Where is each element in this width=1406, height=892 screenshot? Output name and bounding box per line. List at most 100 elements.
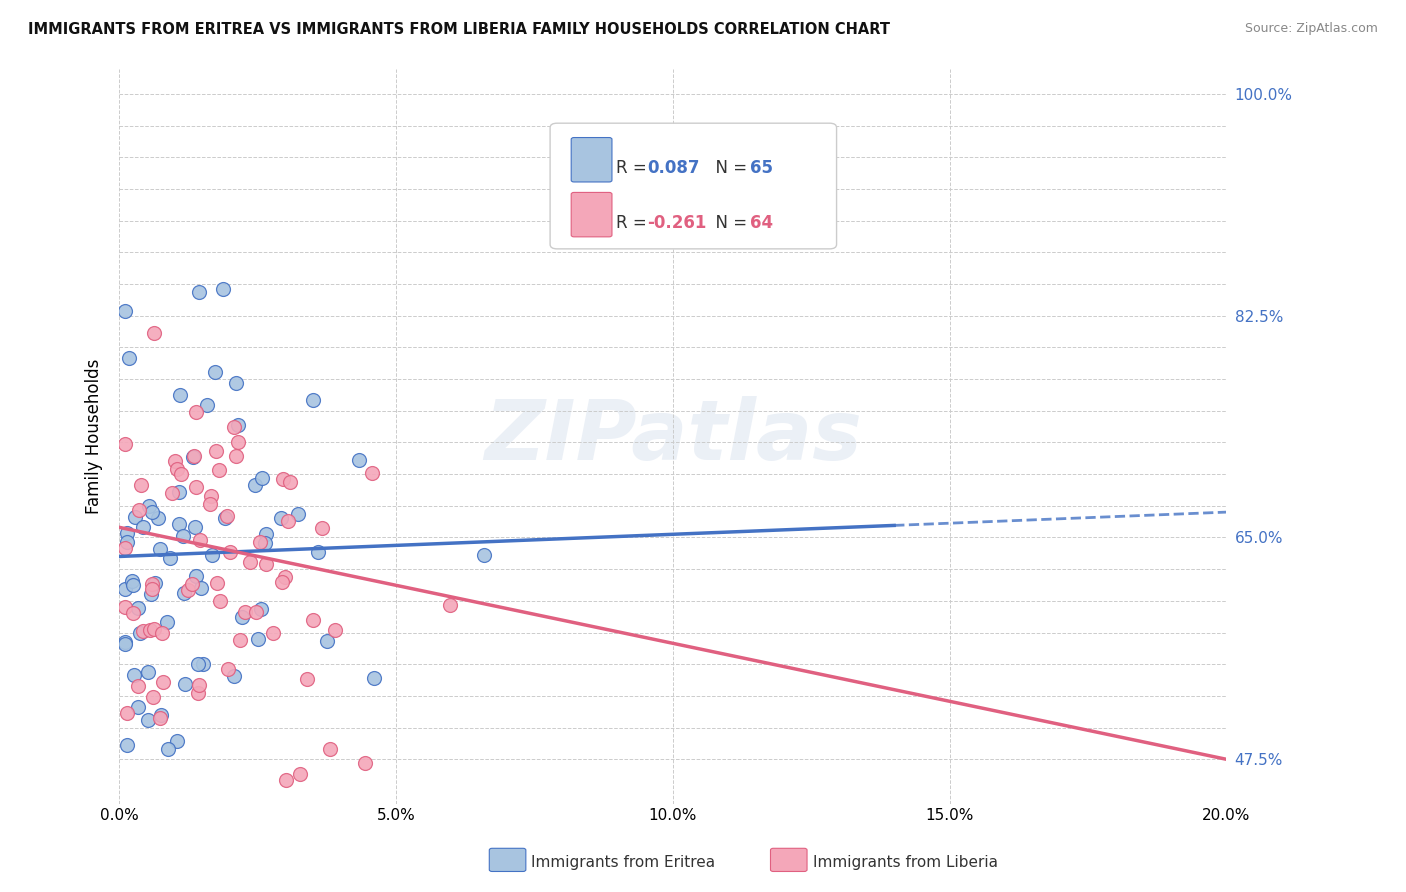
- Point: [354, 756, 377, 770]
- Point: [183, 449, 205, 463]
- Point: [198, 497, 221, 511]
- Point: [152, 675, 174, 690]
- Point: [184, 569, 207, 583]
- Point: [225, 376, 247, 391]
- Point: [229, 632, 252, 647]
- Point: [169, 388, 191, 402]
- Point: [176, 583, 198, 598]
- Text: IMMIGRANTS FROM ERITREA VS IMMIGRANTS FROM LIBERIA FAMILY HOUSEHOLDS CORRELATION: IMMIGRANTS FROM ERITREA VS IMMIGRANTS FR…: [28, 22, 890, 37]
- Point: [472, 548, 495, 562]
- Point: [142, 622, 165, 636]
- Point: [132, 520, 155, 534]
- Point: [207, 463, 229, 477]
- Point: [276, 772, 298, 787]
- Point: [204, 365, 226, 379]
- Point: [141, 582, 163, 596]
- Point: [114, 637, 136, 651]
- Point: [115, 738, 138, 752]
- Text: N =: N =: [704, 214, 752, 232]
- Point: [127, 679, 149, 693]
- Point: [129, 626, 152, 640]
- Point: [148, 542, 170, 557]
- Point: [114, 599, 136, 614]
- Point: [250, 601, 273, 615]
- Point: [222, 669, 245, 683]
- Point: [143, 326, 166, 340]
- Point: [254, 526, 277, 541]
- Point: [169, 467, 191, 481]
- Point: [311, 520, 333, 534]
- Text: R =: R =: [616, 159, 652, 177]
- Point: [277, 514, 299, 528]
- Text: 64: 64: [749, 214, 773, 232]
- Text: Source: ZipAtlas.com: Source: ZipAtlas.com: [1244, 22, 1378, 36]
- Point: [249, 535, 271, 549]
- Point: [205, 443, 228, 458]
- Point: [114, 437, 136, 451]
- Point: [301, 393, 323, 408]
- Point: [215, 509, 238, 524]
- Point: [188, 285, 211, 299]
- Point: [288, 767, 311, 781]
- Point: [318, 742, 340, 756]
- Point: [270, 511, 292, 525]
- Point: [150, 626, 173, 640]
- Text: N =: N =: [704, 159, 752, 177]
- Point: [186, 480, 208, 494]
- Text: -0.261: -0.261: [647, 214, 706, 232]
- Point: [287, 507, 309, 521]
- Point: [278, 475, 301, 489]
- Point: [262, 626, 284, 640]
- Point: [247, 632, 270, 646]
- Point: [114, 634, 136, 648]
- Point: [115, 525, 138, 540]
- Point: [271, 575, 294, 590]
- Point: [132, 624, 155, 638]
- Point: [159, 550, 181, 565]
- Text: ZIPatlas: ZIPatlas: [484, 395, 862, 476]
- Point: [173, 586, 195, 600]
- Point: [231, 610, 253, 624]
- Point: [200, 489, 222, 503]
- Point: [347, 452, 370, 467]
- Point: [190, 581, 212, 595]
- Point: [141, 577, 163, 591]
- Point: [167, 516, 190, 531]
- Point: [301, 613, 323, 627]
- Point: [118, 351, 141, 366]
- Point: [360, 466, 382, 480]
- Point: [245, 605, 267, 619]
- Point: [180, 577, 202, 591]
- Text: R =: R =: [616, 214, 652, 232]
- Point: [226, 418, 249, 433]
- Point: [114, 304, 136, 318]
- Point: [114, 582, 136, 596]
- Point: [143, 575, 166, 590]
- Text: 65: 65: [749, 159, 773, 177]
- Point: [271, 472, 294, 486]
- Point: [226, 434, 249, 449]
- Point: [201, 549, 224, 563]
- Point: [209, 594, 232, 608]
- Text: 0.087: 0.087: [647, 159, 700, 177]
- Point: [233, 605, 256, 619]
- Point: [188, 678, 211, 692]
- Point: [149, 710, 172, 724]
- Point: [184, 520, 207, 534]
- Point: [142, 690, 165, 704]
- Point: [250, 471, 273, 485]
- Point: [172, 529, 194, 543]
- Point: [238, 556, 260, 570]
- Point: [138, 623, 160, 637]
- Point: [141, 505, 163, 519]
- Text: Immigrants from Liberia: Immigrants from Liberia: [813, 855, 998, 870]
- Point: [174, 676, 197, 690]
- Point: [218, 545, 240, 559]
- Point: [207, 576, 229, 591]
- Point: [253, 536, 276, 550]
- Point: [121, 574, 143, 589]
- Point: [212, 282, 235, 296]
- Point: [295, 672, 318, 686]
- Point: [187, 686, 209, 700]
- Point: [224, 419, 246, 434]
